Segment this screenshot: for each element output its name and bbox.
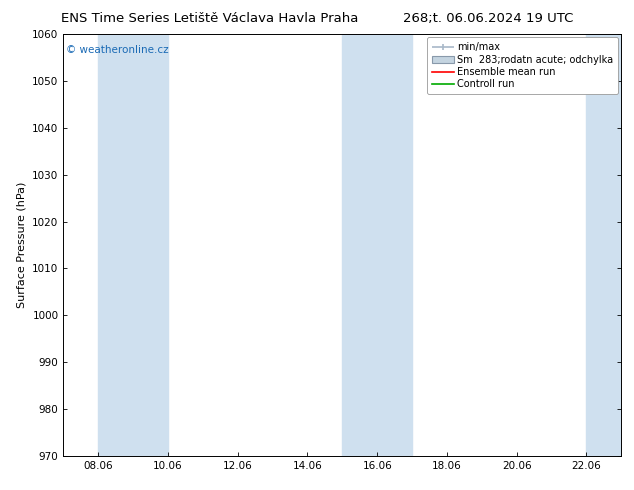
Text: ENS Time Series Letiště Václava Havla Praha: ENS Time Series Letiště Václava Havla Pr… <box>60 12 358 25</box>
Bar <box>586 34 621 456</box>
Text: © weatheronline.cz: © weatheronline.cz <box>66 45 169 55</box>
Y-axis label: Surface Pressure (hPa): Surface Pressure (hPa) <box>16 182 27 308</box>
Text: 268;t. 06.06.2024 19 UTC: 268;t. 06.06.2024 19 UTC <box>403 12 573 25</box>
Bar <box>133 34 168 456</box>
Bar <box>377 34 412 456</box>
Bar <box>342 34 377 456</box>
Bar <box>98 34 133 456</box>
Legend: min/max, Sm  283;rodatn acute; odchylka, Ensemble mean run, Controll run: min/max, Sm 283;rodatn acute; odchylka, … <box>427 37 618 94</box>
